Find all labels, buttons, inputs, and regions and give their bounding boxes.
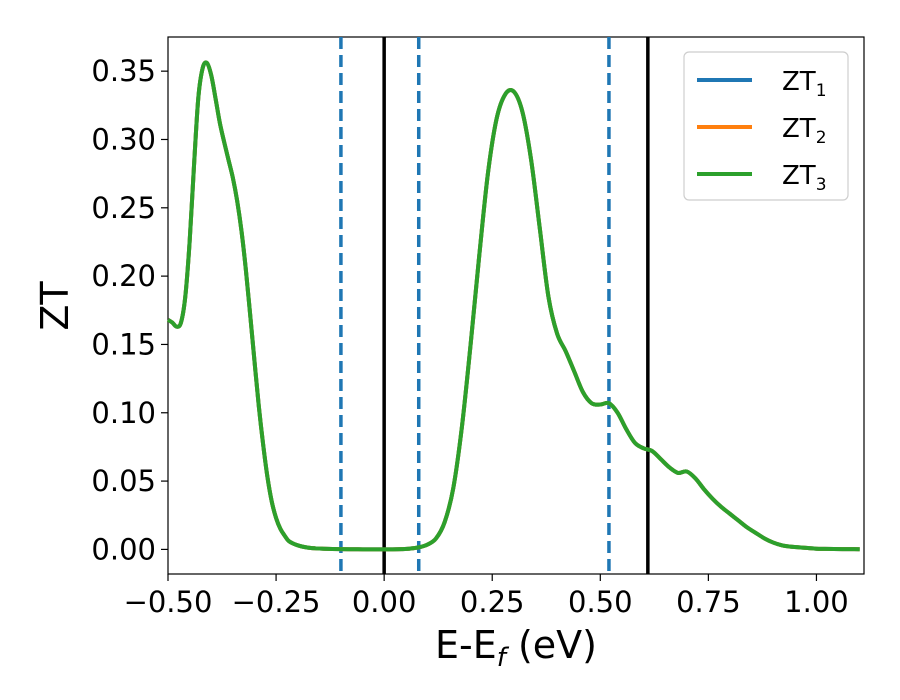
x-axis-ticks: −0.50 −0.25 0.00 0.25 0.50 0.75 1.00 <box>124 574 849 619</box>
y-tick-label: 0.00 <box>91 532 156 566</box>
x-tick-label: 0.25 <box>460 585 525 619</box>
x-axis-title-unit: (eV) <box>506 623 597 667</box>
y-tick-label: 0.05 <box>91 464 156 498</box>
x-tick-label: −0.50 <box>124 585 213 619</box>
y-tick-label: 0.30 <box>91 122 156 156</box>
reference-lines <box>339 37 650 574</box>
legend: ZT1 ZT2 ZT3 <box>683 51 849 201</box>
y-tick-label: 0.35 <box>91 54 156 88</box>
x-tick-label: 0.00 <box>352 585 417 619</box>
legend-entries: ZT1 ZT2 ZT3 <box>697 67 827 195</box>
legend-frame <box>683 51 849 201</box>
x-tick-label: 0.50 <box>568 585 633 619</box>
x-tick-label: 0.75 <box>676 585 741 619</box>
legend-label-zt3: ZT3 <box>782 161 827 195</box>
x-axis-title-main: E-E <box>435 623 497 667</box>
plot-area <box>166 36 865 575</box>
x-axis-title: E-Ef (eV) <box>435 623 597 673</box>
y-tick-label: 0.20 <box>91 259 156 293</box>
series-line-zt3 <box>166 60 860 552</box>
y-axis-ticks: 0.00 0.05 0.10 0.15 0.20 0.25 0.30 0.35 <box>91 54 168 566</box>
y-tick-label: 0.15 <box>91 327 156 361</box>
legend-label-zt2: ZT2 <box>782 114 827 148</box>
x-tick-label: 1.00 <box>784 585 849 619</box>
legend-label-zt1: ZT1 <box>782 67 827 101</box>
y-tick-label: 0.10 <box>91 396 156 430</box>
series-lines <box>166 60 860 552</box>
plot-frame <box>167 36 865 575</box>
y-axis-title: ZT <box>33 281 77 331</box>
y-tick-label: 0.25 <box>91 191 156 225</box>
x-tick-label: −0.25 <box>232 585 321 619</box>
